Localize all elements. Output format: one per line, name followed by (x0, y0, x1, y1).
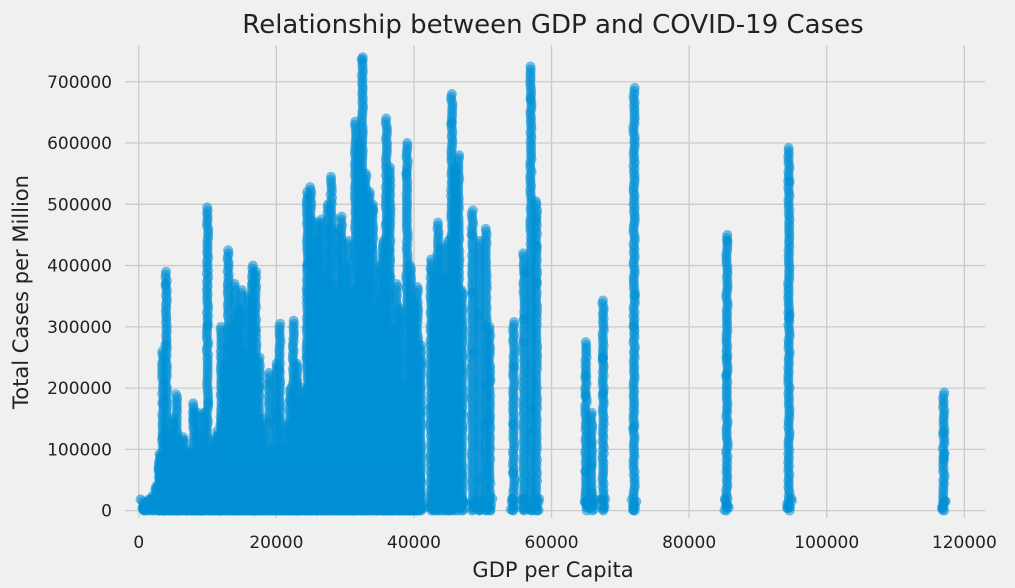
data-points (135, 52, 951, 516)
data-point (188, 398, 199, 409)
data-point (364, 187, 375, 198)
data-point (251, 266, 262, 277)
data-point (254, 382, 265, 393)
data-point (236, 285, 247, 296)
data-point (367, 241, 378, 252)
data-point (229, 278, 240, 289)
data-point (161, 266, 172, 277)
data-point (288, 315, 299, 326)
data-point (326, 171, 337, 182)
data-point (291, 358, 302, 369)
data-point (170, 389, 181, 400)
data-point (305, 182, 316, 193)
data-point (274, 364, 285, 375)
data-point (202, 202, 213, 213)
data-point (250, 325, 261, 336)
data-point (160, 279, 171, 290)
data-point (254, 352, 265, 363)
data-point (336, 211, 347, 222)
data-point (202, 320, 213, 331)
data-point (160, 340, 171, 351)
data-point (360, 168, 371, 179)
data-point (275, 318, 286, 329)
data-point (178, 435, 189, 446)
data-point (368, 205, 379, 216)
data-point (356, 54, 367, 65)
data-point (203, 398, 214, 409)
data-point (223, 245, 234, 256)
